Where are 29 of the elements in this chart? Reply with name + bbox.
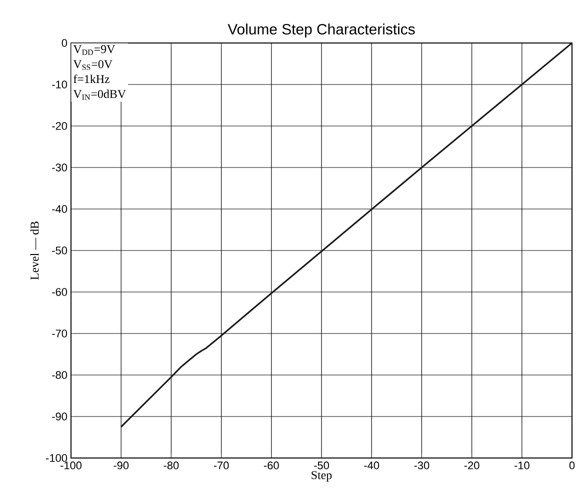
x-tick-label: 0: [569, 462, 575, 470]
y-axis-title: Level — dB: [30, 222, 39, 280]
x-tick-label: -90: [114, 462, 129, 470]
x-tick-label: -40: [364, 462, 380, 470]
y-tick-label: -100: [46, 454, 68, 462]
y-tick-label: -10: [52, 80, 68, 88]
x-tick-label: -60: [264, 462, 279, 470]
chart-title: Volume Step Characteristics: [228, 24, 415, 38]
y-tick-label: -90: [52, 412, 68, 420]
x-tick-label: -50: [314, 462, 329, 470]
annotation: V$_{SS}$=0V: [73, 60, 112, 70]
x-tick-label: -80: [164, 462, 179, 470]
x-tick-label: -70: [214, 462, 229, 470]
x-tick-label: -30: [414, 462, 430, 470]
annotation: V$_{IN}$=0dBV: [73, 90, 126, 100]
y-tick-label: -20: [52, 122, 68, 130]
x-axis-title: Step: [312, 471, 332, 482]
y-tick-label: -60: [52, 288, 68, 296]
y-tick-label: 0: [62, 39, 68, 47]
y-tick-label: -70: [52, 330, 68, 338]
y-tick-label: -40: [52, 205, 68, 213]
y-tick-label: -80: [52, 371, 68, 379]
y-tick-label: -30: [52, 164, 68, 172]
y-tick-label: -50: [52, 246, 68, 254]
x-tick-label: -100: [60, 462, 82, 470]
x-tick-label: -20: [464, 462, 480, 470]
annotation: f=1kHz: [74, 74, 110, 83]
x-tick-label: -10: [514, 462, 530, 470]
annotation: V$_{DD}$=9V: [73, 45, 116, 55]
